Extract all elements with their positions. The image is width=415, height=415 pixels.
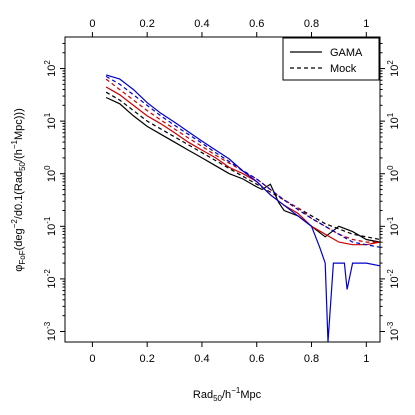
y-tick-label-right: 10-1 — [386, 216, 401, 236]
series-line-1 — [105, 91, 381, 241]
series-line-4 — [105, 74, 381, 343]
series-layer — [105, 74, 381, 343]
svg-text:100: 100 — [386, 165, 401, 182]
x-tick-label-bottom: 0.2 — [140, 353, 155, 365]
y-tick-label-left: 100 — [43, 165, 58, 182]
svg-text:10-2: 10-2 — [386, 269, 401, 289]
svg-text:10-3: 10-3 — [386, 321, 401, 341]
x-tick-label-bottom: 1 — [363, 353, 369, 365]
x-tick-label-top: 0.6 — [249, 18, 264, 30]
legend: GAMA Mock — [282, 37, 380, 81]
legend-box — [282, 37, 380, 81]
plot-frame — [64, 36, 381, 343]
y-tick-label-right: 101 — [386, 112, 401, 129]
y-tick-label-left: 101 — [43, 112, 58, 129]
svg-text:101: 101 — [43, 112, 58, 129]
series-line-2 — [105, 86, 381, 246]
y-axis-right: 10-3 10-2 10-1 100 101 102 — [380, 42, 401, 341]
legend-label-mock: Mock — [330, 63, 357, 75]
y-tick-label-right: 102 — [386, 60, 401, 77]
svg-text:10-3: 10-3 — [43, 321, 58, 341]
x-axis-bottom: 0 0.2 0.4 0.6 0.8 1 — [89, 342, 369, 365]
svg-text:102: 102 — [43, 60, 58, 77]
svg-text:101: 101 — [386, 112, 401, 129]
x-axis-label: Rad50/h−1Mpc — [193, 386, 262, 403]
series-line-0 — [105, 96, 381, 243]
x-tick-label-bottom: 0.6 — [249, 353, 264, 365]
svg-text:10-1: 10-1 — [43, 216, 58, 236]
series-line-5 — [105, 75, 381, 248]
x-tick-label-top: 1 — [363, 18, 369, 30]
x-tick-label-bottom: 0 — [89, 353, 95, 365]
y-tick-label-right: 10-3 — [386, 321, 401, 341]
y-tick-label-left: 10-1 — [43, 216, 58, 236]
legend-label-gama: GAMA — [330, 47, 363, 59]
svg-text:102: 102 — [386, 60, 401, 77]
y-tick-label-right: 100 — [386, 165, 401, 182]
y-tick-label-left: 10-3 — [43, 321, 58, 341]
svg-text:10-2: 10-2 — [43, 269, 58, 289]
y-tick-label-right: 10-2 — [386, 269, 401, 289]
y-tick-label-left: 102 — [43, 60, 58, 77]
y-axis-label: φFoF(deg−2/d0.1(Rad50/(h−1Mpc))) — [10, 108, 27, 272]
x-tick-label-top: 0 — [89, 18, 95, 30]
y-axis-left: 10-3 10-2 10-1 100 101 102 — [43, 42, 65, 341]
svg-text:10-1: 10-1 — [386, 216, 401, 236]
svg-text:100: 100 — [43, 165, 58, 182]
x-tick-label-bottom: 0.4 — [194, 353, 209, 365]
x-tick-label-top: 0.4 — [194, 18, 209, 30]
x-tick-label-bottom: 0.8 — [304, 353, 319, 365]
y-tick-label-left: 10-2 — [43, 269, 58, 289]
x-tick-label-top: 0.2 — [140, 18, 155, 30]
x-tick-label-top: 0.8 — [304, 18, 319, 30]
x-axis-top: 0 0.2 0.4 0.6 0.8 1 — [89, 18, 369, 37]
series-line-3 — [105, 78, 380, 243]
